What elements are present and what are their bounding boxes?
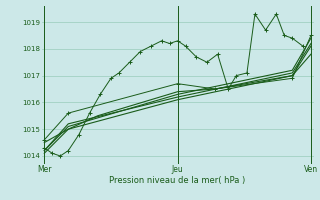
- X-axis label: Pression niveau de la mer( hPa ): Pression niveau de la mer( hPa ): [109, 176, 246, 185]
